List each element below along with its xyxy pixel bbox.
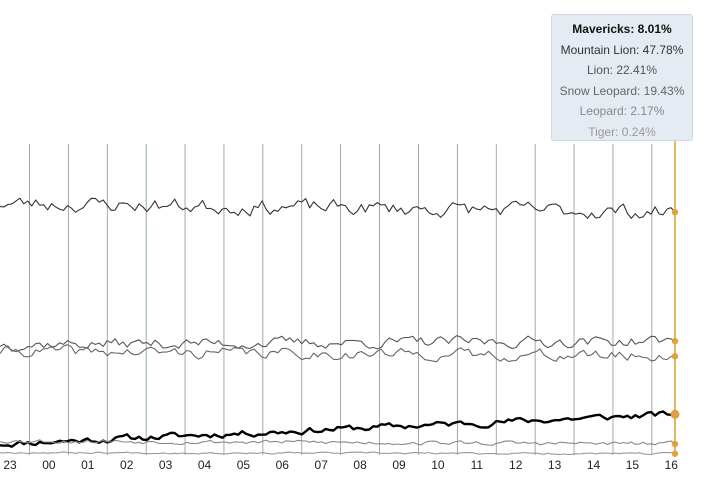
x-tick-label: 04 bbox=[198, 458, 212, 472]
x-tick-label: 03 bbox=[159, 458, 173, 472]
series-line-leopard[interactable] bbox=[0, 439, 676, 446]
series-layer bbox=[0, 197, 676, 456]
x-tick-label: 02 bbox=[120, 458, 134, 472]
focus-point-snow-leopard bbox=[671, 353, 679, 360]
x-axis-ticks: 23 00 01 02 03 04 05 06 07 08 09 10 11 12 13 14 15 16 bbox=[3, 458, 678, 472]
focus-point-mavericks bbox=[670, 409, 680, 419]
focus-point-lion bbox=[671, 337, 679, 345]
x-tick-label: 01 bbox=[81, 458, 95, 472]
x-tick-label: 23 bbox=[3, 458, 17, 472]
x-tick-label: 15 bbox=[626, 458, 640, 472]
x-tick-label: 11 bbox=[471, 458, 484, 472]
series-line-snow-leopard[interactable] bbox=[0, 344, 676, 363]
focus-point-leopard bbox=[671, 440, 679, 448]
vertical-gridlines bbox=[29, 144, 653, 455]
x-tick-label: 09 bbox=[392, 458, 406, 472]
series-line-tiger[interactable] bbox=[0, 451, 676, 456]
tooltip-title: Mavericks: 8.01% bbox=[572, 22, 672, 36]
tooltip-row-snow-leopard: Snow Leopard: 19.43% bbox=[559, 83, 685, 98]
focus-markers bbox=[670, 208, 680, 457]
x-tick-label: 16 bbox=[665, 458, 679, 472]
series-line-mountain-lion[interactable] bbox=[0, 197, 676, 219]
x-tick-label: 12 bbox=[509, 458, 523, 472]
x-tick-label: 14 bbox=[587, 458, 601, 472]
x-tick-label: 07 bbox=[315, 458, 329, 472]
series-line-mavericks[interactable] bbox=[0, 410, 676, 448]
focus-point-tiger bbox=[671, 450, 679, 457]
tooltip-row-tiger: Tiger: 0.24% bbox=[588, 124, 656, 139]
x-tick-label: 05 bbox=[237, 458, 251, 472]
focus-point-mountain-lion bbox=[671, 208, 679, 216]
x-tick-label: 08 bbox=[353, 458, 367, 472]
tooltip-row-lion: Lion: 22.41% bbox=[586, 63, 658, 77]
x-tick-label: 13 bbox=[548, 458, 562, 472]
x-tick-label: 00 bbox=[42, 458, 56, 472]
tooltip-row-leopard: Leopard: 2.17% bbox=[579, 104, 665, 118]
tooltip: Mavericks: 8.01% Mountain Lion: 47.78% L… bbox=[551, 14, 693, 141]
series-line-lion[interactable] bbox=[0, 335, 676, 353]
x-tick-label: 10 bbox=[431, 458, 445, 472]
tooltip-row-mountain-lion: Mountain Lion: 47.78% bbox=[560, 42, 684, 57]
x-tick-label: 06 bbox=[276, 458, 290, 472]
